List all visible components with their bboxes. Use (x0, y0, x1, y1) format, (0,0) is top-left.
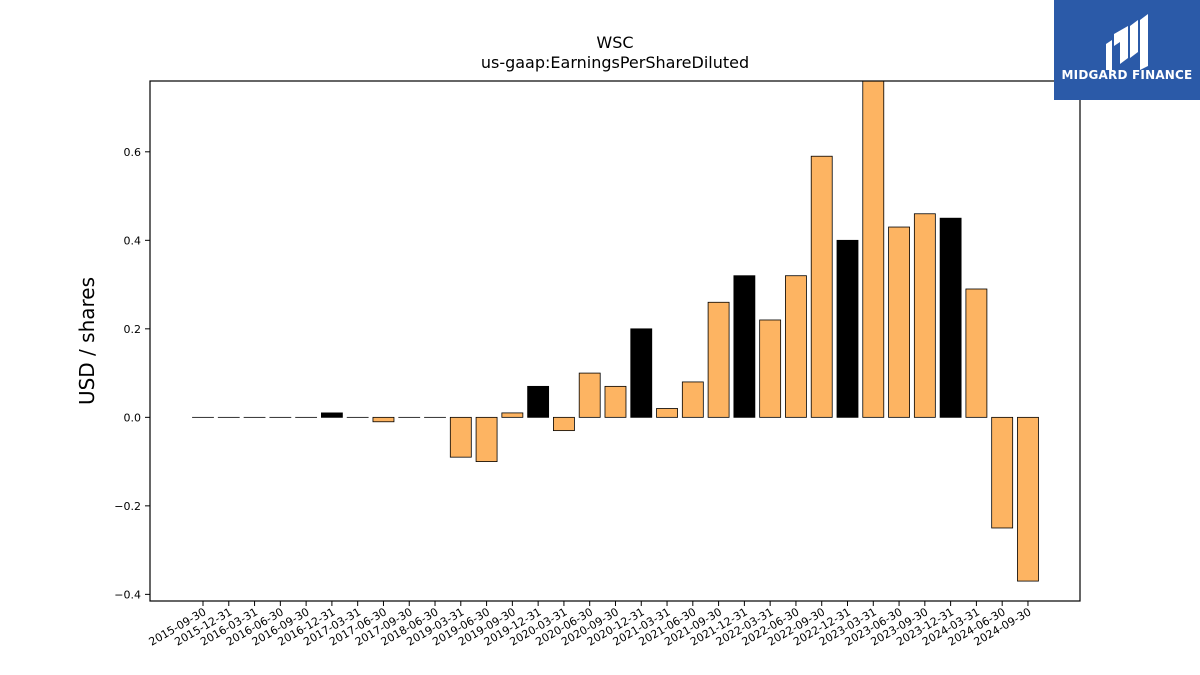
y-axis: −0.4 −0.2 0.0 0.2 0.4 0.6 (114, 146, 150, 601)
bar-2022-09-30 (810, 155, 833, 418)
bar-2023-09-30 (913, 213, 936, 418)
y-tick-label: −0.2 (114, 500, 141, 513)
bar-2021-09-30 (707, 301, 730, 418)
y-tick-label: −0.4 (114, 588, 141, 601)
x-axis: 2015-09-302015-12-312016-03-312016-06-30… (147, 601, 1033, 649)
y-tick-label: 0.2 (124, 323, 142, 336)
bar-2022-06-30 (785, 275, 807, 418)
brand-logo: MIDGARD FINANCE (1054, 0, 1200, 100)
bar-2024-06-30 (991, 416, 1014, 529)
bar-2022-03-31 (759, 319, 782, 418)
bar-2022-12-31 (836, 239, 859, 418)
bar-2020-06-30 (578, 372, 601, 418)
bar-2019-03-31 (449, 416, 472, 458)
logo-mark-icon (1106, 14, 1148, 70)
bar-2020-12-31 (630, 328, 653, 418)
bar-2023-06-30 (888, 226, 910, 418)
bar-2021-12-31 (733, 275, 756, 418)
bars-layer (192, 81, 1039, 582)
y-tick-label: 0.6 (124, 146, 142, 159)
bar-2019-06-30 (475, 416, 498, 462)
chart-subtitle: us-gaap:EarningsPerShareDiluted (481, 53, 749, 72)
bar-2019-09-30 (501, 412, 524, 418)
bar-2020-03-31 (553, 416, 575, 432)
bar-2021-06-30 (681, 381, 704, 418)
y-axis-label: USD / shares (75, 277, 99, 405)
plot-frame (149, 80, 1081, 602)
bar-2023-03-31 (862, 81, 885, 418)
bar-2019-12-31 (527, 385, 550, 418)
y-tick-label: 0.4 (124, 234, 142, 247)
y-tick-label: 0.0 (124, 411, 142, 424)
chart-title: WSC (596, 33, 633, 52)
bar-2024-03-31 (965, 288, 988, 418)
bar-2023-12-31 (939, 217, 962, 418)
bar-2020-09-30 (604, 385, 627, 418)
logo-text: MIDGARD FINANCE (1061, 68, 1193, 82)
bar-2021-03-31 (656, 408, 678, 418)
bar-2016-12-31 (320, 412, 343, 418)
bar-2017-06-30 (372, 416, 395, 423)
bar-2024-09-30 (1017, 416, 1039, 582)
